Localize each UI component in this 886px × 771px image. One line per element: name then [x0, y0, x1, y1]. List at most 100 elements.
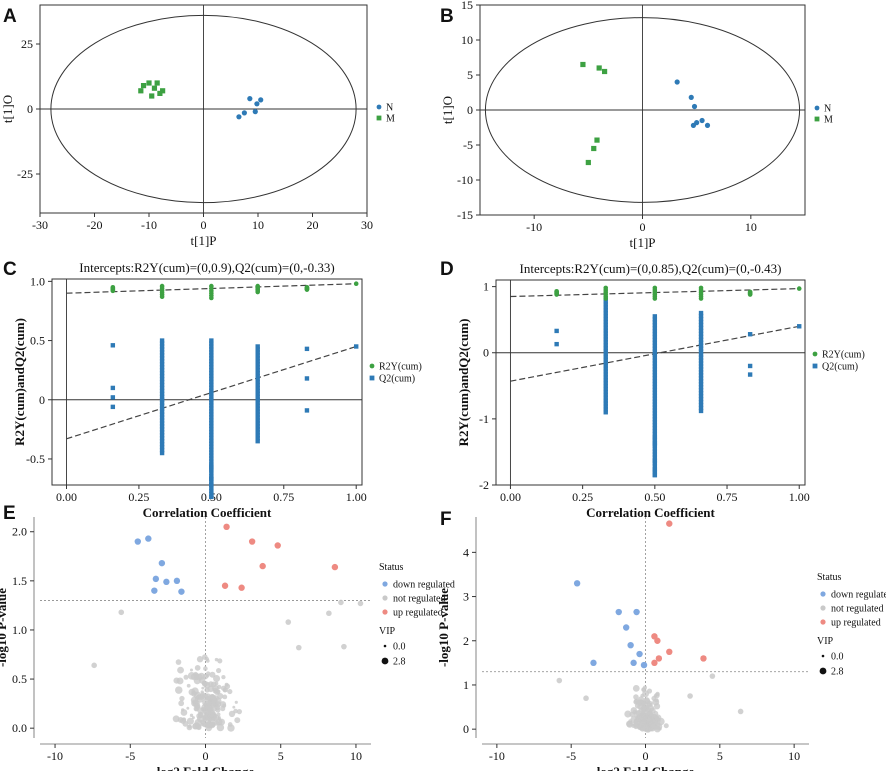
not-regulated-point: [220, 685, 227, 691]
q2-point: [110, 343, 116, 348]
y-axis-title: t[1]O: [0, 95, 15, 123]
q2-point: [159, 388, 165, 394]
q2-point: [209, 400, 214, 405]
x-tick-label: 0.00: [56, 490, 77, 504]
not-regulated-point: [205, 674, 210, 678]
q2-point: [698, 337, 704, 342]
r2y-point: [698, 285, 704, 291]
q2-point: [209, 403, 214, 408]
q2-point: [603, 313, 608, 319]
legend-vip-large-marker: [819, 667, 827, 675]
not-regulated-point: [204, 693, 212, 701]
x-tick-label: 30: [361, 218, 373, 232]
not-regulated-point: [178, 700, 185, 707]
q2-point: [652, 349, 658, 354]
down-regulated-point: [134, 538, 141, 545]
q2-point: [159, 409, 165, 414]
not-regulated-point: [204, 712, 209, 717]
q2-point: [652, 472, 658, 478]
up-regulated-point: [666, 520, 673, 527]
q2-point: [304, 346, 310, 352]
q2-point: [603, 377, 608, 383]
legend-r2y-marker: [812, 351, 818, 357]
not-regulated-point: [183, 674, 189, 680]
q2-point: [698, 367, 704, 372]
y-tick-label: 0.5: [30, 334, 45, 348]
not-regulated-point: [630, 707, 638, 714]
q2-point: [255, 397, 260, 402]
q2-point: [209, 367, 214, 373]
q2-point: [255, 370, 260, 376]
not-regulated-point: [222, 703, 227, 708]
not-regulated-point: [637, 696, 645, 703]
q2-point: [603, 395, 608, 400]
q2-point: [652, 372, 658, 378]
y-tick-label: -10: [457, 173, 473, 187]
q2-point: [698, 385, 704, 390]
q2-point: [698, 328, 704, 334]
x-axis-title: t[1]P: [191, 233, 217, 248]
panel-e: E -10 -5 0 5 10 0.0 0.5 1.0 1.5 2.0 log2 Fold Chang…: [0, 503, 455, 771]
q2-point: [698, 334, 704, 339]
point-n: [690, 122, 697, 128]
q2-point: [110, 385, 116, 391]
x-tick-label: 0.75: [273, 490, 294, 504]
legend-vip-small-marker: [821, 654, 825, 658]
legend-m-marker: [376, 115, 382, 121]
not-regulated-point: [643, 697, 650, 704]
legend-n-label: N: [824, 104, 831, 115]
q2-point: [209, 338, 214, 343]
q2-point: [209, 388, 214, 393]
down-regulated-point: [590, 659, 597, 667]
legend-status-marker: [820, 605, 826, 611]
not-regulated-point: [175, 659, 182, 665]
q2-point: [603, 354, 608, 360]
y-axis-title: -log10 P-value: [436, 588, 451, 667]
legend-q2-label: Q2(cum): [379, 374, 415, 385]
down-regulated-point: [173, 577, 181, 585]
q2-point: [255, 406, 260, 411]
not-regulated-point: [180, 709, 188, 716]
q2-point: [255, 379, 260, 385]
q2-point: [209, 347, 214, 352]
legend-status-marker: [382, 609, 388, 615]
not-regulated-point: [217, 658, 223, 664]
legend-status-title: Status: [379, 562, 404, 573]
q2-point: [652, 431, 658, 437]
point-m: [146, 80, 152, 86]
q2-point: [209, 488, 214, 494]
q2-point: [255, 382, 260, 388]
legend-vip-title: VIP: [817, 636, 834, 647]
not-regulated-point: [175, 686, 183, 694]
x-axis-title: Correlation Coefficient: [143, 505, 272, 520]
q2-point: [652, 396, 658, 401]
q2-point: [603, 299, 608, 304]
q2-point: [209, 450, 214, 455]
up-regulated-point: [223, 523, 230, 531]
y-tick-label: 1: [483, 280, 489, 294]
x-axis-title: log2 Fold Change: [157, 764, 255, 771]
q2-point: [603, 345, 608, 351]
q2-point: [603, 407, 608, 412]
q2-point: [159, 415, 165, 420]
q2-point: [603, 363, 608, 368]
not-regulated-point: [189, 668, 193, 672]
q2-point: [255, 385, 260, 391]
q2-point: [652, 405, 658, 410]
x-tick-label: 0: [640, 220, 646, 234]
not-regulated-point: [233, 708, 238, 714]
y-tick-label: 0.5: [12, 672, 27, 686]
point-m: [591, 145, 597, 152]
not-regulated-point: [633, 698, 640, 704]
panel-label-e: E: [3, 503, 16, 524]
q2-point: [255, 376, 260, 382]
q2-point: [159, 438, 165, 444]
q2-point: [603, 307, 608, 313]
q2-point: [603, 401, 608, 406]
r2y-point: [353, 281, 359, 287]
x-tick-label: -10: [489, 749, 505, 763]
q2-point: [698, 352, 704, 357]
q2-point: [603, 360, 608, 365]
q2-point: [652, 461, 658, 466]
point-n: [254, 101, 260, 107]
